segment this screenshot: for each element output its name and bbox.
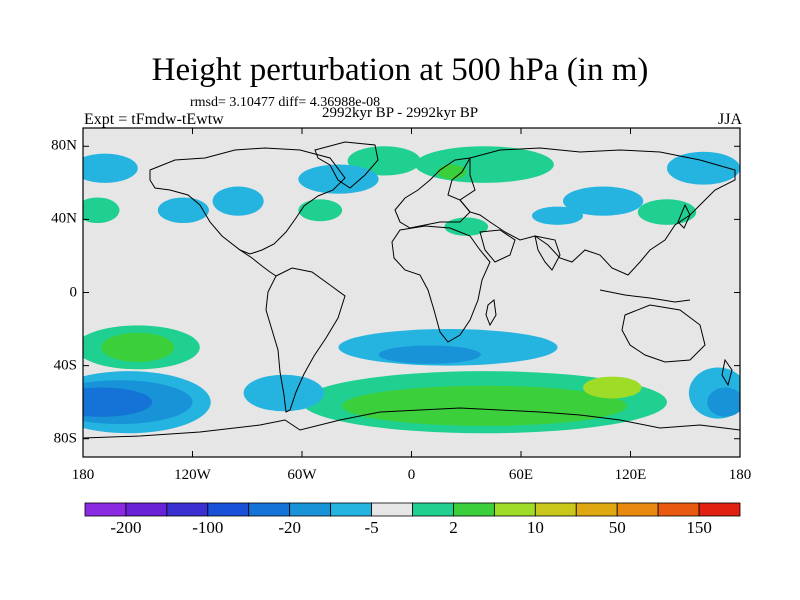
colorbar-label: 10	[526, 518, 544, 537]
colorbar-swatch	[371, 502, 413, 517]
coastline-japan	[677, 203, 691, 229]
coastline-australia	[621, 304, 706, 363]
x-tick-label: 180	[71, 467, 95, 483]
coastline-south-america	[265, 267, 346, 413]
anomaly-region-south-pacific-core	[101, 332, 175, 362]
anomaly-region-southern-ocean-core	[342, 385, 627, 426]
period-label: 2992kyr BP - 2992kyr BP	[321, 105, 479, 121]
y-tick-label: 0	[69, 284, 78, 300]
x-tick-label: 0	[407, 467, 416, 483]
colorbar-label: -20	[278, 518, 302, 537]
colorbar-label: -5	[364, 518, 379, 537]
anomaly-region-mediterranean-positive	[444, 217, 489, 236]
x-tick-label: 60W	[287, 467, 317, 483]
colorbar-swatch	[166, 502, 209, 517]
anomaly-region-scandinavia-positive	[415, 146, 554, 183]
coastline-greenland	[314, 141, 379, 189]
anomaly-region-central-asia-negative	[562, 186, 644, 216]
y-tick-label: 80N	[51, 137, 77, 154]
colorbar-swatch	[534, 502, 577, 517]
colorbar-swatch	[289, 502, 332, 517]
coastline-europe	[394, 157, 471, 229]
coastline-india	[534, 235, 561, 271]
coastlines	[83, 141, 740, 439]
colorbar-label: -100	[192, 518, 224, 537]
colorbar-swatch	[412, 502, 454, 517]
colorbar-swatch	[248, 502, 291, 517]
anomaly-region-north-pacific-negative	[83, 153, 138, 183]
x-tick-label: 120E	[614, 467, 647, 483]
coastline-madagascar	[485, 299, 497, 327]
colorbar-swatch	[493, 502, 536, 517]
anomaly-region-east-asia-negative	[667, 151, 740, 185]
anomaly-region-southern-ocean-max	[583, 376, 642, 399]
colorbar-label: 2	[449, 518, 458, 537]
colorbar-label: -200	[110, 518, 142, 537]
anomaly-region-north-pacific-positive	[83, 197, 120, 224]
colorbar-swatch	[125, 502, 168, 517]
anomaly-region-north-atlantic-positive	[347, 146, 421, 176]
coastline-asia	[459, 147, 736, 276]
axis-ticks	[82, 128, 741, 457]
colorbar-swatch	[330, 502, 372, 517]
coastline-antarctica	[83, 407, 740, 439]
x-tick-label: 60E	[508, 467, 534, 483]
colorbar-swatch	[453, 502, 495, 517]
colorbar-swatch	[207, 502, 250, 517]
stats-text: rmsd= 3.10477 diff= 4.36988e-08	[190, 95, 381, 110]
coastline-new-zealand	[721, 358, 733, 387]
x-tick-label: 120W	[174, 467, 211, 483]
colorbar-label: 50	[608, 518, 626, 537]
anomaly-region-north-america-negative-2	[212, 186, 264, 216]
anomaly-region-south-atlantic-core	[378, 345, 481, 364]
colorbar-swatch	[616, 502, 659, 517]
anomaly-region-east-atlantic-positive	[298, 199, 343, 222]
colorbar	[84, 502, 741, 517]
colorbar-swatch	[657, 502, 700, 517]
y-tick-label: 40S	[53, 357, 77, 374]
coastline-arabia	[479, 229, 516, 263]
experiment-label: Expt = tFmdw-tEwtw	[84, 111, 224, 128]
coastline-central-america	[239, 249, 277, 277]
anomaly-region-central-asia-negative-2	[531, 206, 584, 225]
colorbar-swatch	[698, 502, 741, 517]
anomaly-layer	[83, 146, 740, 434]
anomaly-region-south-east-pacific-core	[707, 387, 740, 417]
anomaly-region-west-pacific-positive	[637, 199, 697, 225]
coastline-north-america	[149, 147, 346, 255]
anomaly-region-north-atlantic-negative	[298, 164, 379, 194]
season-label: JJA	[717, 111, 742, 128]
anomaly-region-scandinavia-core	[437, 164, 467, 180]
map-title: Height perturbation at 500 hPa (in m)	[151, 52, 649, 88]
y-tick-label: 80S	[53, 430, 77, 447]
y-tick-label: 40N	[51, 210, 77, 227]
anomaly-region-south-pacific-negative-inner	[83, 387, 153, 417]
anomaly-region-north-america-negative-1	[157, 197, 209, 224]
coastline-indonesia	[599, 289, 691, 303]
colorbar-swatch	[575, 502, 618, 517]
colorbar-label: 150	[686, 518, 712, 537]
coastline-africa	[391, 225, 491, 343]
x-tick-label: 180	[728, 467, 752, 483]
colorbar-swatch	[84, 502, 127, 517]
